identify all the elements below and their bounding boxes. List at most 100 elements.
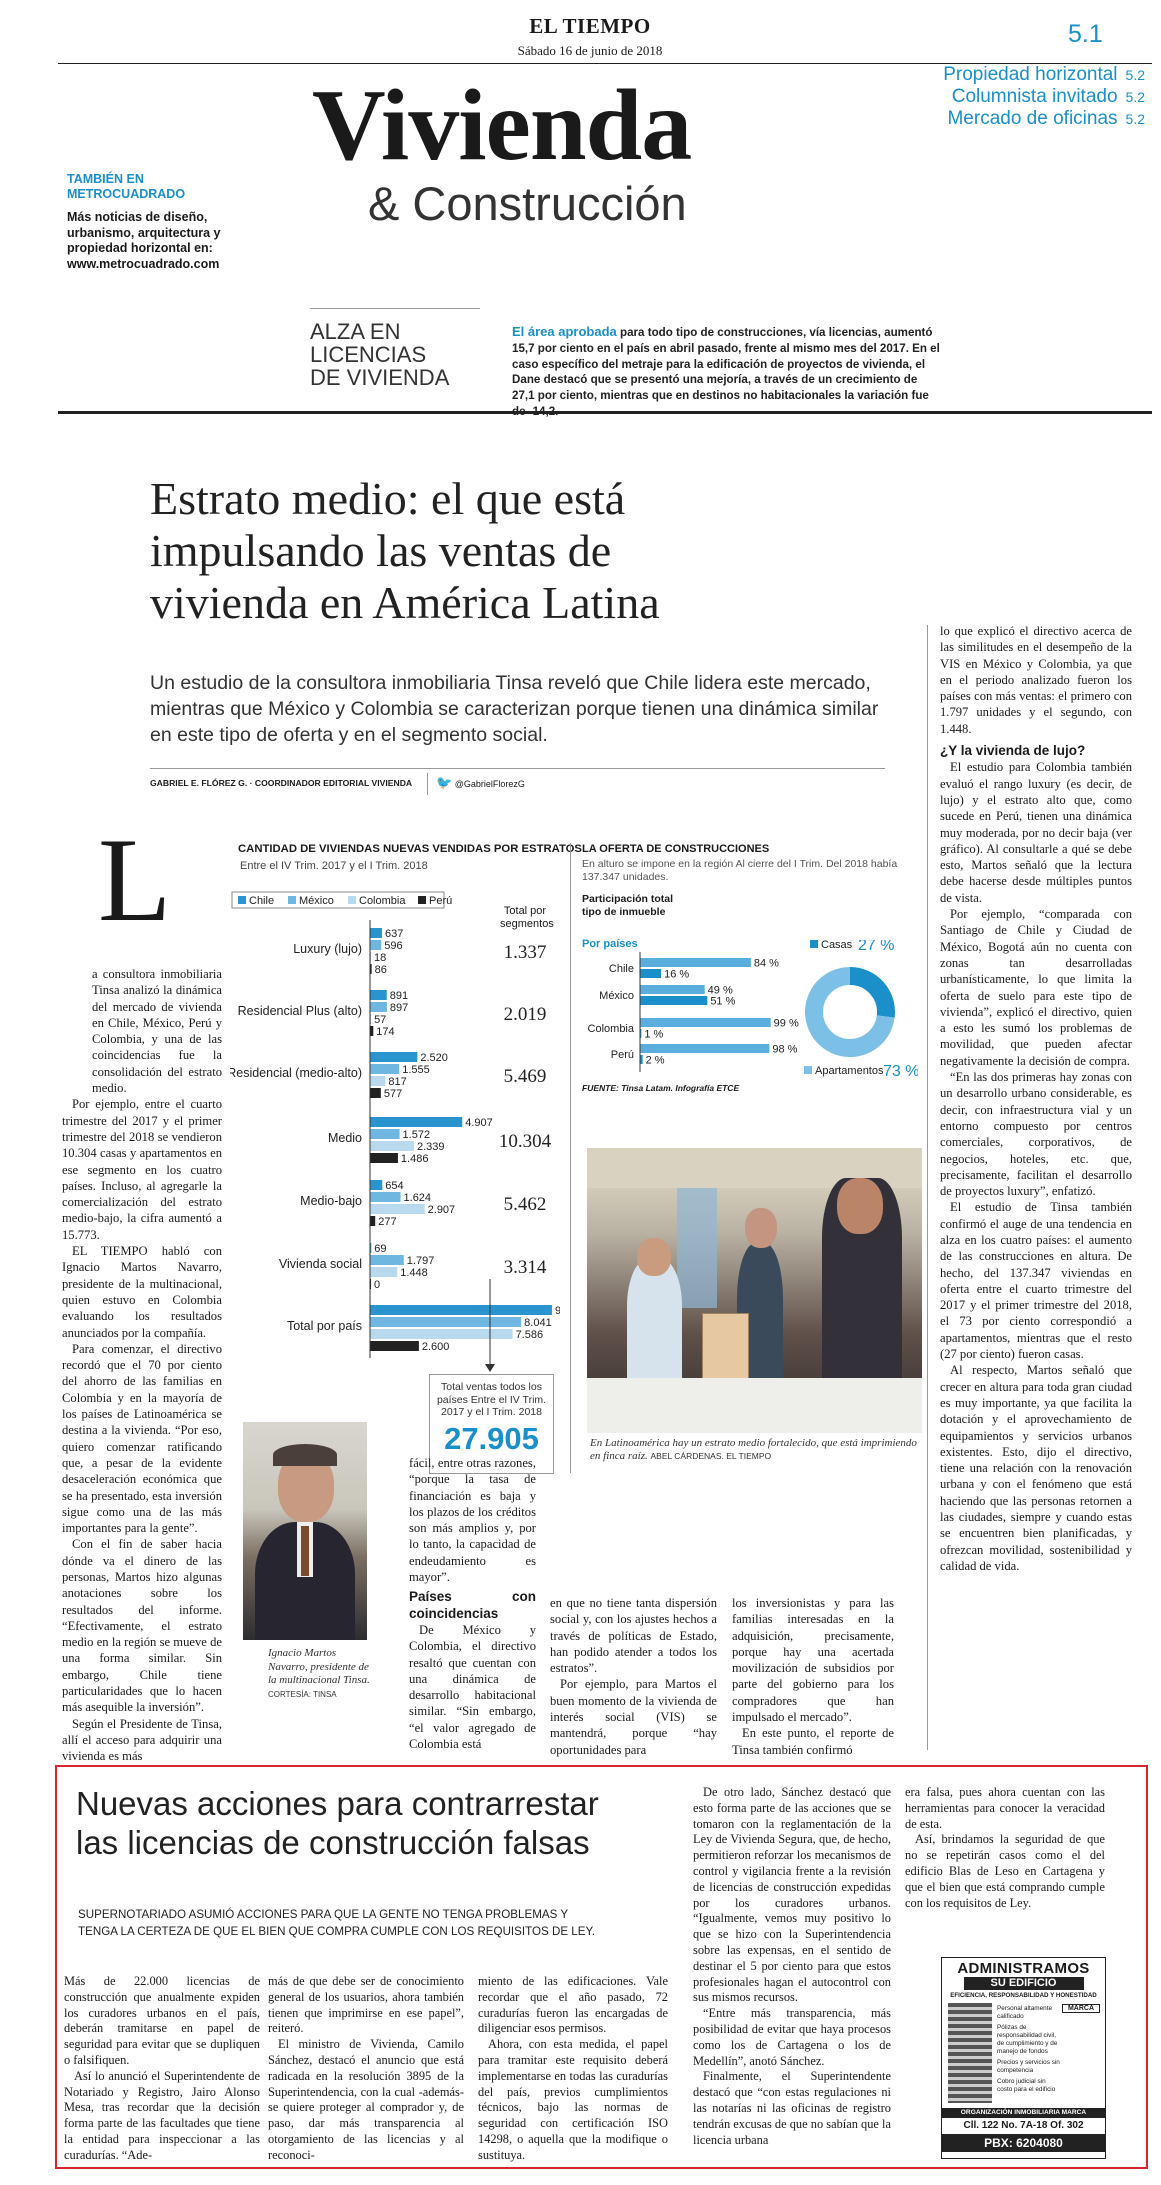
bar-colombia (370, 1267, 398, 1277)
category-label: Residencial Plus (alto) (238, 1004, 362, 1018)
advertisement[interactable]: ADMINISTRAMOS SU EDIFICIO EFICIENCIA, RE… (941, 1957, 1106, 2159)
chart-legend: Chile México Colombia Perú (231, 891, 452, 909)
ad-subtitle: SU EDIFICIO (963, 1977, 1084, 1990)
legend-label: Chile (249, 895, 274, 907)
bar-chile (370, 1243, 372, 1253)
bar-value-label: 277 (378, 1216, 396, 1228)
legend-swatch (288, 896, 296, 904)
bar-apartamentos (640, 1018, 771, 1027)
bar-value-label: 2 % (646, 1055, 665, 1067)
bar-value-label: 817 (388, 1076, 406, 1088)
ad-title: ADMINISTRAMOS (957, 1960, 1090, 1977)
bar-perú (370, 1153, 398, 1163)
bar-value-label: 99 % (774, 1018, 799, 1030)
category-label: Colombia (588, 1023, 635, 1035)
bar-perú (370, 1341, 419, 1351)
issue-date: Sábado 16 de junio de 2018 (517, 43, 663, 58)
chart-subtitle: Entre el IV Trim. 2017 y el I Trim. 2018 (240, 860, 428, 872)
category-label: Chile (609, 963, 634, 975)
bar-casas (640, 969, 662, 978)
bar-value-label: 57 (374, 1014, 386, 1026)
index-item[interactable]: Mercado de oficinas 5.2 (947, 108, 1145, 129)
bar-colombia (370, 1204, 425, 1214)
bar-value-label: 2.600 (422, 1341, 450, 1353)
bar-value-label: 18 (374, 952, 386, 964)
chart-divider (570, 843, 571, 1473)
bar-chile (370, 1180, 383, 1190)
ad-brand: MARCA (1062, 2004, 1100, 2013)
category-label: Luxury (lujo) (293, 942, 362, 956)
index-item[interactable]: Propiedad horizontal 5.2 (943, 64, 1145, 85)
bar-value-label: 897 (390, 1002, 408, 1014)
article-right-column: lo que explicó el directivo acerca de la… (940, 624, 1132, 1573)
svg-text:Apartamentos: Apartamentos (815, 1065, 884, 1077)
category-label: Perú (611, 1049, 634, 1061)
connector-arrow (485, 1364, 495, 1372)
bar-value-label: 51 % (710, 996, 735, 1008)
page-number: 5.1 (1068, 20, 1103, 48)
section-title: Vivienda (312, 69, 692, 182)
svg-text:Casas: Casas (821, 940, 853, 951)
legend-label: Colombia (359, 895, 406, 907)
alza-title: ALZA EN LICENCIAS DE VIVIENDA (310, 319, 450, 390)
category-label: Total por país (287, 1319, 362, 1333)
legend-swatch (348, 896, 356, 904)
twitter-handle[interactable]: 🐦 @GabrielFlorezG (436, 775, 525, 790)
oferta-source: FUENTE: Tinsa Latam. Infografía ETCE (582, 1083, 740, 1093)
bar-value-label: 577 (384, 1088, 402, 1100)
total-box-label: Total ventas todos los países Entre el I… (436, 1381, 547, 1418)
ad-building-image (948, 2003, 992, 2103)
index-item[interactable]: Columnista invitado 5.2 (951, 86, 1145, 107)
oferta-chart: Chile 84 % 16 % México 49 %51 % Colombia 99 % 1… (588, 940, 918, 1080)
legend-swatch (238, 896, 246, 904)
box-headline: Nuevas acciones para contrarrestar las l… (76, 1785, 599, 1861)
box-deck: SUPERNOTARIADO ASUMIÓ ACCIONES PARA QUE … (78, 1908, 595, 1938)
box-column-3: miento de las edificaciones. Vale record… (478, 1974, 668, 2162)
bar-value-label: 16 % (664, 969, 689, 981)
bar-value-label: 2.907 (428, 1204, 456, 1216)
bar-casas (640, 1055, 643, 1064)
promo-text[interactable]: Más noticias de diseño, urbanismo, arqui… (67, 210, 221, 271)
bar-chile (370, 1052, 418, 1062)
svg-text:73 %: 73 % (883, 1063, 918, 1080)
bar-value-label: 69 (374, 1243, 386, 1255)
ad-item: Cobro judicial sin costo para el edifici… (997, 2078, 1056, 2093)
bar-value-label: 1.486 (401, 1153, 429, 1165)
expo-photo (587, 1148, 922, 1433)
category-label: Medio-bajo (300, 1194, 362, 1208)
ad-company: ORGANIZACIÓN INMOBILIARIA MARCA (942, 2108, 1105, 2118)
legend-frame (231, 891, 445, 909)
bar-méxico (370, 1317, 522, 1327)
article-column-1: a consultora inmobiliaria Tinsa analizó … (62, 967, 222, 1764)
section-index: Propiedad horizontal 5.2 Columnista invit… (830, 64, 1145, 130)
paper-name: EL TIEMPO (529, 14, 651, 38)
bar-colombia (370, 1076, 386, 1086)
donut-label-apartamentos: Apartamentos 73 % (804, 1063, 918, 1080)
bar-value-label: 4.907 (465, 1117, 493, 1129)
byline-divider (427, 773, 428, 795)
article-column-4: en que no tiene tanta dispersión social … (550, 1596, 717, 1757)
box-column-1: Más de 22.000 licencias de construcción … (64, 1974, 260, 2162)
oferta-subtitle: En alturo se impone en la región Al cier… (582, 858, 898, 883)
segment-total: 10.304 (499, 1131, 552, 1152)
ad-address: Cll. 122 No. 7A-18 Of. 302 (963, 2120, 1084, 2131)
header-rule (58, 63, 1152, 64)
bar-chile (370, 928, 382, 938)
related-article-box (55, 1765, 1148, 2169)
bar-colombia (370, 1014, 372, 1024)
article-deck: Un estudio de la consultora inmobiliaria… (150, 672, 879, 746)
bar-value-label: 596 (384, 940, 402, 952)
bar-value-label: 174 (376, 1026, 394, 1038)
column-rule (927, 625, 928, 1750)
bar-value-label: 1.555 (402, 1064, 430, 1076)
bar-value-label: 637 (385, 928, 403, 940)
bar-value-label: 84 % (754, 958, 779, 970)
bar-méxico (370, 1192, 401, 1202)
bar-colombia (370, 1329, 513, 1339)
byline-rule (150, 768, 885, 769)
article-headline: Estrato medio: el que está impulsando la… (150, 473, 660, 628)
bar-perú (370, 1088, 381, 1098)
ad-item: Precios y servicios sin competencia (997, 2059, 1060, 2074)
bar-casas (640, 1029, 642, 1038)
